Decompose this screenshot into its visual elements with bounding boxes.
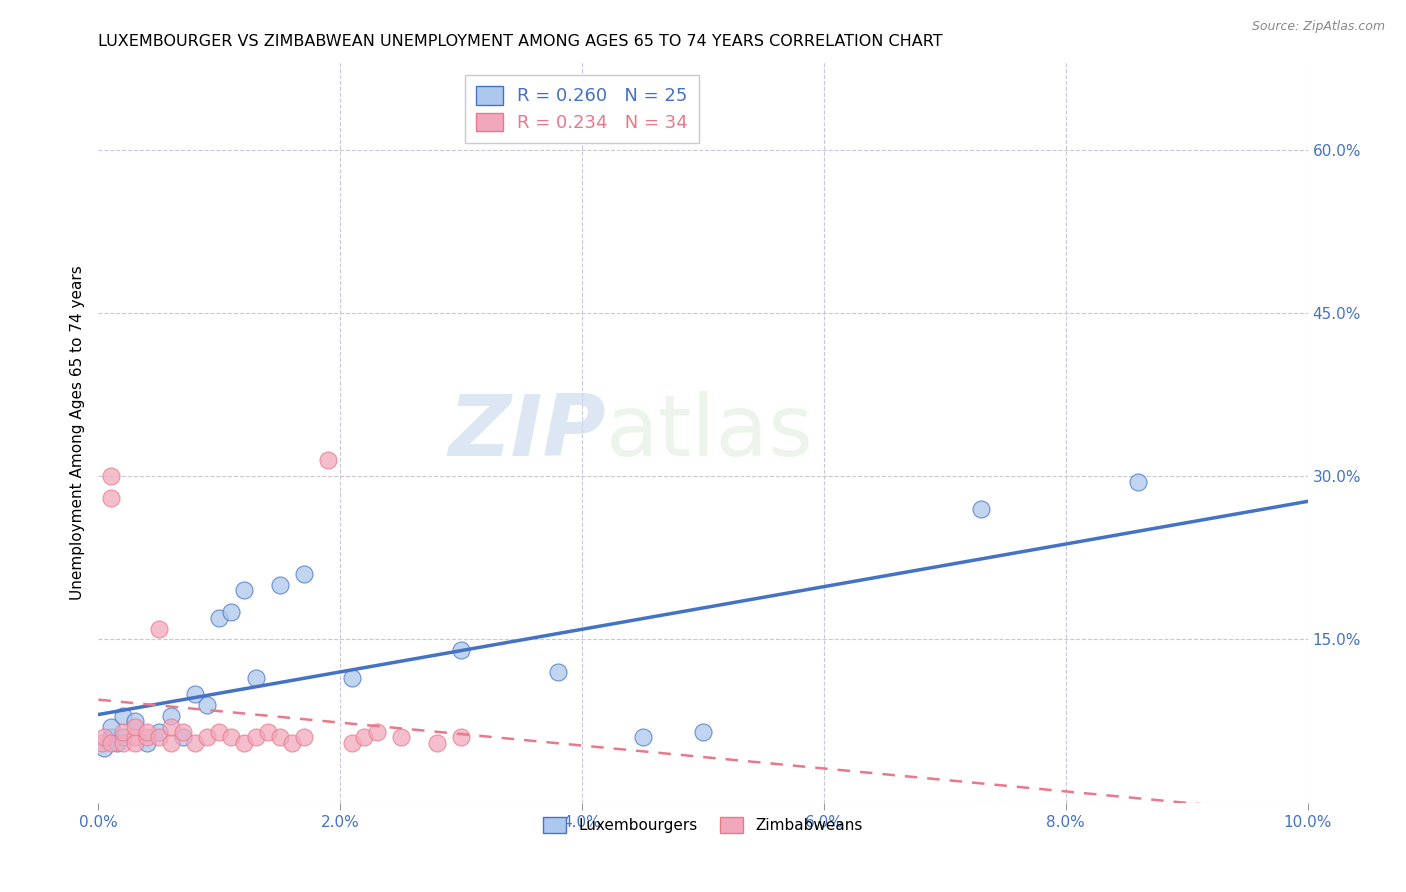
Point [970,501,993,516]
Point [160,720,183,734]
Point [111,725,134,739]
Point [208,725,231,739]
Point [184,687,207,701]
Point [316,453,339,467]
Point [292,731,315,745]
Point [184,736,207,750]
Point [124,714,146,728]
Point [160,708,183,723]
Text: atlas: atlas [606,391,814,475]
Point [281,736,304,750]
Point [135,731,157,745]
Point [93,731,115,745]
Legend: Luxembourgers, Zimbabweans: Luxembourgers, Zimbabweans [537,812,869,839]
Point [232,736,254,750]
Point [135,725,157,739]
Point [692,725,714,739]
Text: LUXEMBOURGER VS ZIMBABWEAN UNEMPLOYMENT AMONG AGES 65 TO 74 YEARS CORRELATION CH: LUXEMBOURGER VS ZIMBABWEAN UNEMPLOYMENT … [98,34,943,49]
Point [124,731,146,745]
Point [426,736,449,750]
Point [245,731,267,745]
Point [450,731,472,745]
Point [353,731,375,745]
Text: ZIP: ZIP [449,391,606,475]
Point [292,567,315,582]
Point [547,665,569,680]
Point [245,671,267,685]
Point [195,698,218,712]
Point [100,731,122,745]
Y-axis label: Unemployment Among Ages 65 to 74 years: Unemployment Among Ages 65 to 74 years [70,265,86,600]
Point [450,643,472,657]
Point [148,731,170,745]
Point [148,725,170,739]
Point [124,720,146,734]
Point [342,671,364,685]
Point [148,622,170,636]
Point [100,491,122,505]
Point [91,736,114,750]
Point [100,469,122,483]
Point [93,741,115,756]
Point [111,736,134,750]
Point [342,736,364,750]
Point [366,725,388,739]
Point [256,725,278,739]
Point [221,605,243,619]
Point [124,736,146,750]
Point [160,736,183,750]
Point [111,731,134,745]
Text: Source: ZipAtlas.com: Source: ZipAtlas.com [1251,20,1385,33]
Point [389,731,412,745]
Point [208,611,231,625]
Point [100,720,122,734]
Point [172,725,194,739]
Point [232,583,254,598]
Point [221,731,243,745]
Point [269,731,291,745]
Point [269,578,291,592]
Point [172,731,194,745]
Point [195,731,218,745]
Point [135,736,157,750]
Point [1128,475,1150,489]
Point [100,736,122,750]
Point [111,708,134,723]
Point [105,736,128,750]
Point [631,731,654,745]
